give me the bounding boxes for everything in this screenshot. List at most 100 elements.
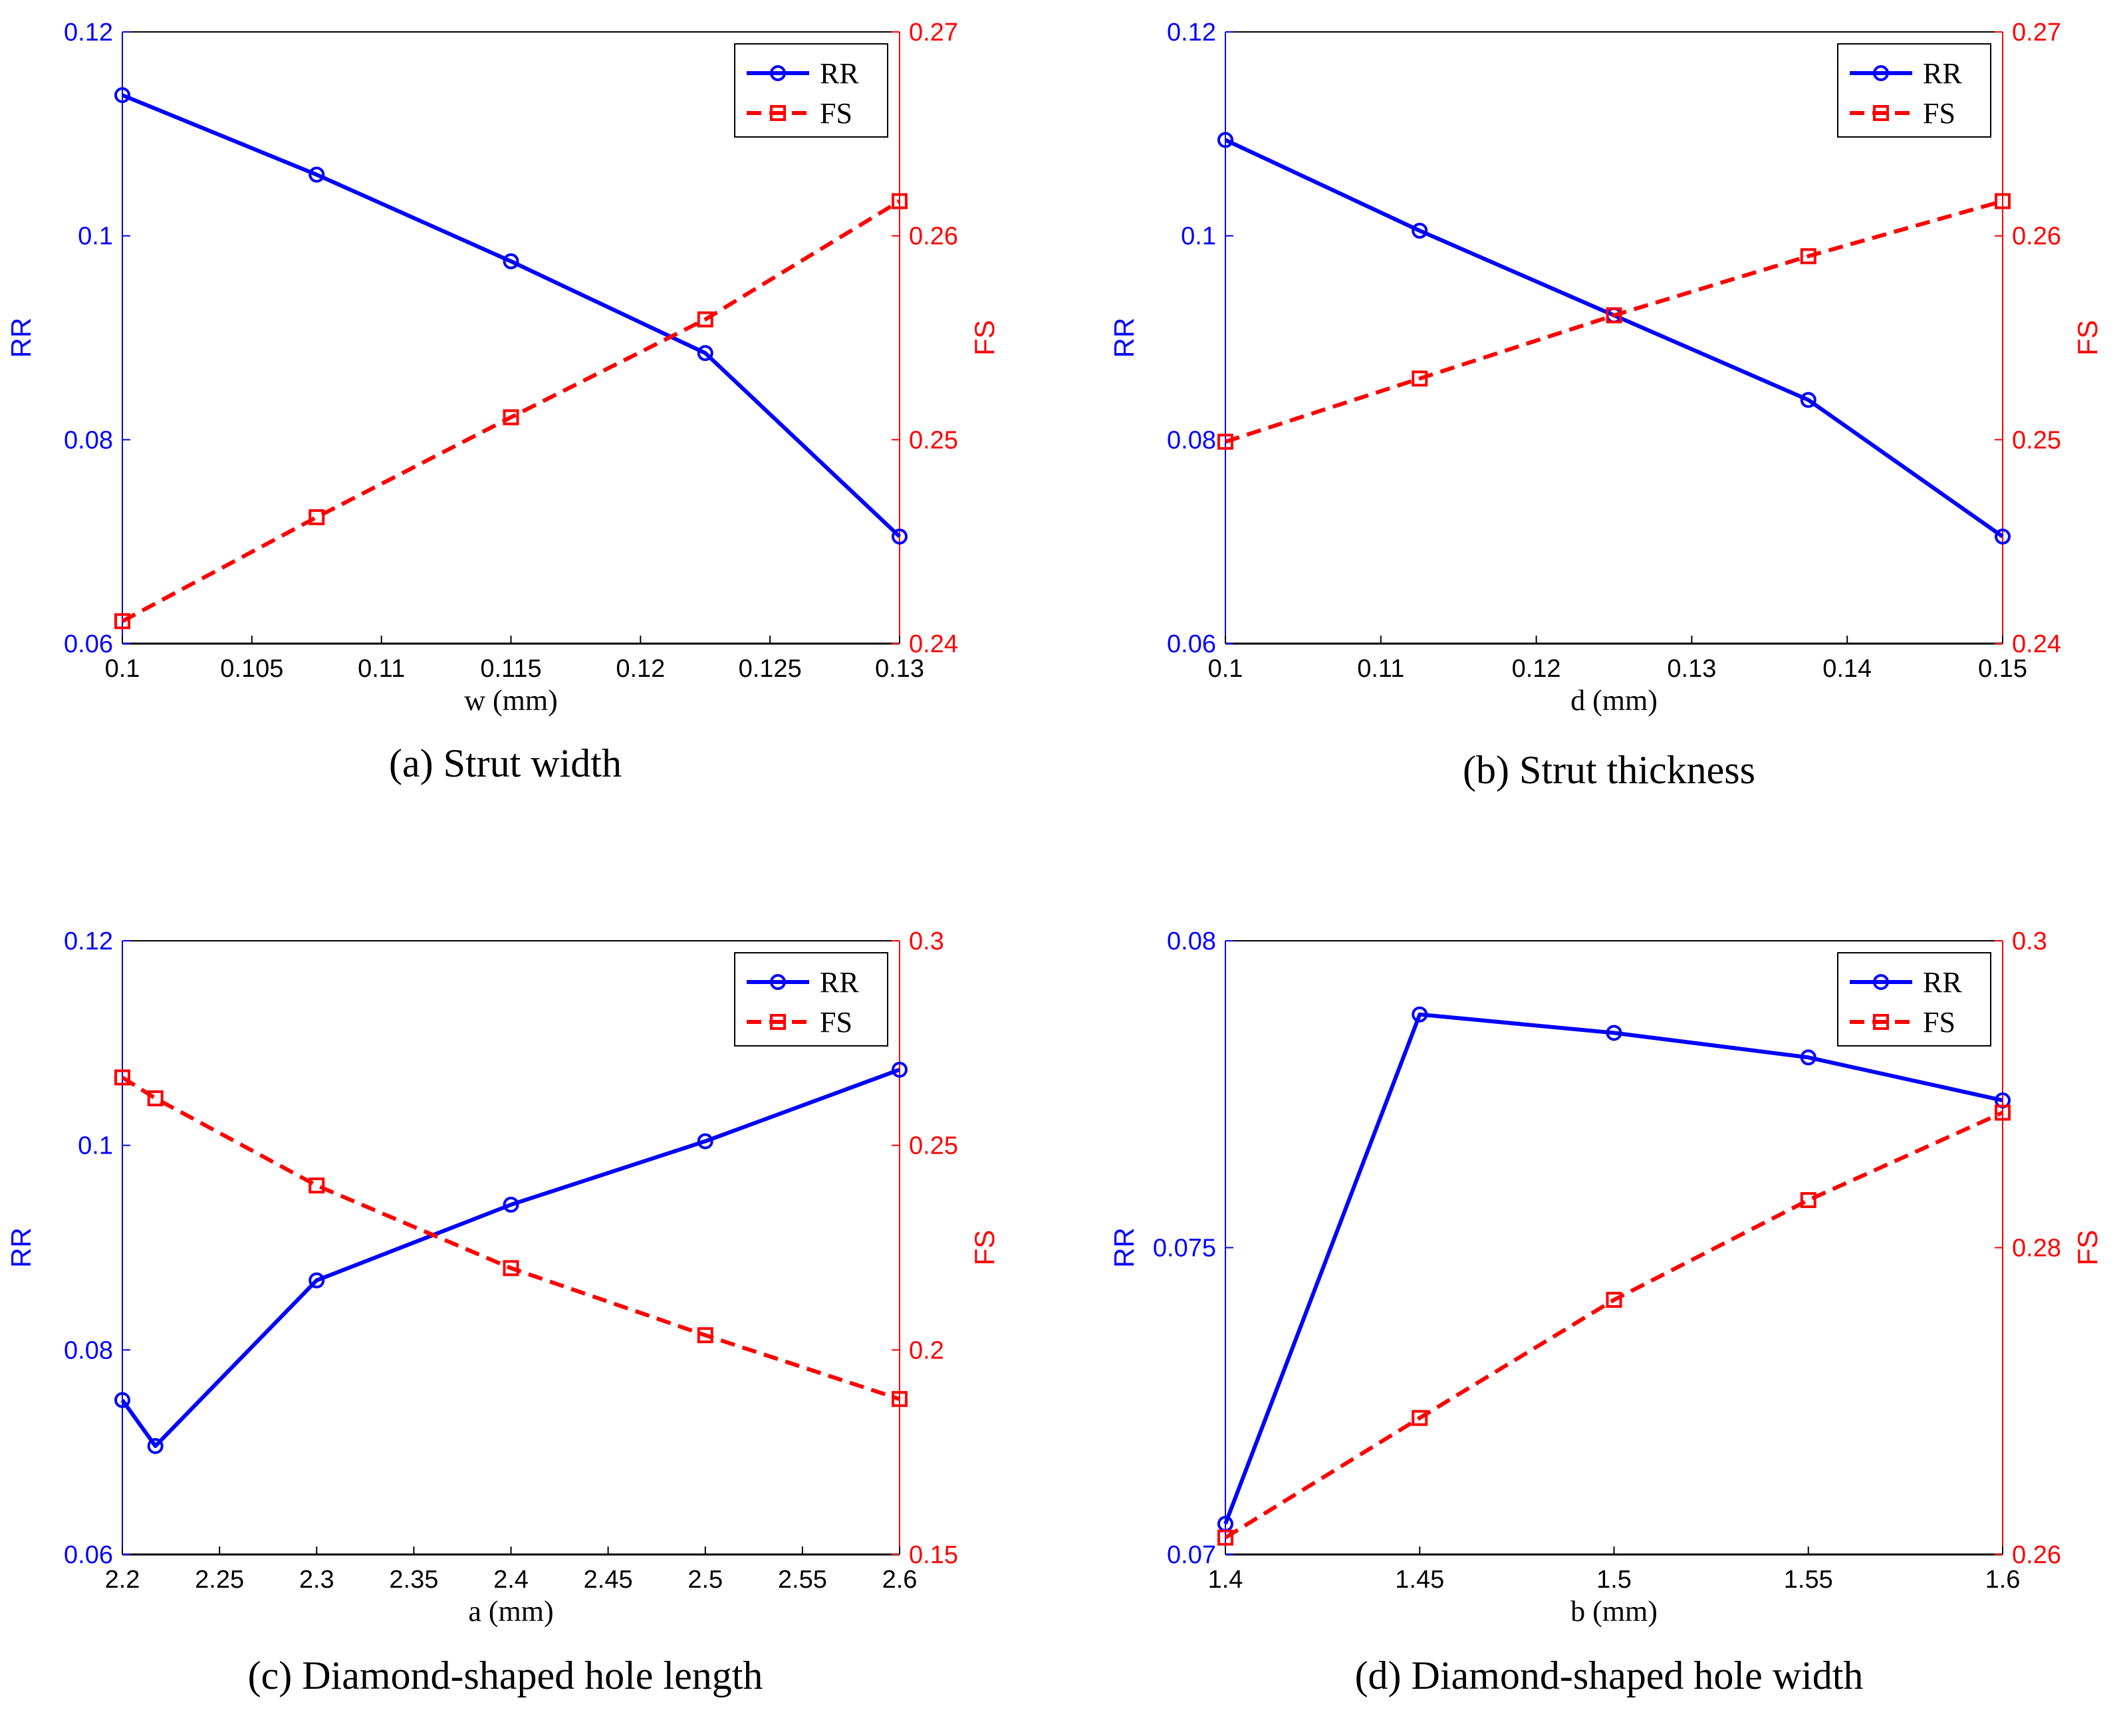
- rr-series-line: [121, 93, 902, 539]
- y-tick-label: 0.08: [64, 1336, 113, 1364]
- fs-data-point: [1217, 1529, 1233, 1546]
- y-tick-label: 0.075: [1153, 1235, 1216, 1263]
- y-tick-label: 0.08: [1167, 426, 1216, 454]
- panel-caption: (a) Strut width: [389, 741, 622, 785]
- panel-caption: (c) Diamond-shaped hole length: [248, 1654, 763, 1697]
- y2-tick-label: 0.27: [909, 19, 958, 47]
- y2-tick-label: 0.15: [909, 1541, 958, 1569]
- fs-series-line: [121, 199, 901, 623]
- y-axis-label: RR: [5, 318, 37, 358]
- chart-panel-2: 0.1 0.11 0.12 0.13 0.14 0.15 0.06 0.08 0.1 0.12 0.…: [1108, 19, 2103, 792]
- legend-rr-marker: [1873, 65, 1889, 81]
- rr-data-point: [1800, 1049, 1816, 1066]
- y-tick-label: 0.1: [1181, 223, 1216, 251]
- legend-fs-marker: [770, 105, 786, 121]
- y-tick-label: 0.06: [64, 630, 113, 658]
- y-tick-label: 0.07: [1167, 1541, 1216, 1569]
- legend: RR FS: [1837, 43, 1991, 138]
- fs-data-point: [1606, 1291, 1622, 1308]
- legend-fs-marker: [1873, 105, 1889, 121]
- x-tick-label: 0.15: [1978, 655, 2027, 683]
- fs-data-point: [309, 1177, 325, 1193]
- x-tick-label: 0.1: [105, 655, 140, 683]
- y2-tick-label: 0.24: [909, 630, 958, 658]
- fs-data-point: [892, 193, 908, 209]
- x-tick-label: 2.4: [493, 1566, 529, 1594]
- rr-data-point: [697, 345, 713, 361]
- y2-tick-label: 0.26: [2012, 223, 2061, 251]
- rr-data-point: [503, 253, 519, 269]
- y2-tick-label: 0.25: [909, 1132, 958, 1160]
- fs-series-line: [1224, 1110, 2004, 1540]
- legend: RR FS: [734, 43, 888, 138]
- legend-fs-label: FS: [1923, 1006, 1955, 1039]
- rr-series-line: [1224, 138, 2004, 539]
- fs-data-point: [309, 509, 325, 525]
- x-tick-label: 0.12: [1512, 655, 1561, 683]
- y-tick-label: 0.06: [64, 1541, 113, 1569]
- fs-data-point: [1995, 1104, 2011, 1121]
- legend-rr-marker: [1873, 974, 1889, 990]
- rr-data-point: [1412, 1006, 1428, 1023]
- y2-axis-label: FS: [969, 1230, 1000, 1266]
- y2-tick-label: 0.28: [2012, 1235, 2061, 1263]
- rr-data-point: [1995, 529, 2011, 545]
- legend-fs-label: FS: [820, 97, 852, 130]
- x-tick-label: 0.115: [480, 655, 541, 683]
- x-tick-label: 1.6: [1985, 1566, 2021, 1594]
- chart-panel-1: 0.1 0.105 0.11 0.115 0.12 0.125 0.13 0.06 0.08 0.…: [5, 19, 1000, 785]
- y2-axis-label: FS: [2072, 320, 2103, 356]
- x-tick-label: 2.45: [584, 1566, 633, 1594]
- x-tick-label: 2.6: [882, 1566, 918, 1594]
- legend-box: [1837, 43, 1991, 138]
- y-tick-label: 0.1: [78, 1132, 113, 1160]
- x-tick-label: 1.4: [1208, 1566, 1243, 1594]
- rr-data-point: [114, 1392, 130, 1408]
- x-tick-label: 0.13: [875, 655, 924, 683]
- legend-rr-marker: [770, 974, 786, 990]
- fs-data-point: [503, 409, 519, 426]
- y2-tick-label: 0.24: [2012, 630, 2061, 658]
- y2-axis-label: FS: [2072, 1230, 2103, 1266]
- y2-tick-label: 0.25: [909, 426, 958, 454]
- fs-data-point: [147, 1090, 164, 1106]
- y2-tick-label: 0.3: [909, 928, 944, 955]
- x-tick-label: 2.35: [389, 1566, 438, 1594]
- x-tick-label: 0.1: [1208, 655, 1243, 683]
- fs-data-point: [1412, 1410, 1428, 1426]
- x-tick-label: 0.125: [739, 655, 802, 683]
- fs-data-point: [1606, 307, 1622, 324]
- fs-data-point: [503, 1260, 519, 1277]
- y2-tick-label: 0.3: [2012, 928, 2047, 955]
- y2-tick-label: 0.2: [909, 1336, 944, 1364]
- rr-data-point: [503, 1196, 519, 1213]
- x-tick-label: 0.12: [616, 655, 665, 683]
- y2-tick-label: 0.25: [2012, 426, 2061, 454]
- legend-box: [1837, 952, 1991, 1047]
- x-tick-label: 1.55: [1784, 1566, 1833, 1594]
- fs-data-point: [892, 1391, 908, 1408]
- legend-rr-label: RR: [1923, 57, 1962, 90]
- rr-data-point: [1800, 392, 1816, 408]
- x-tick-label: 0.14: [1822, 655, 1872, 683]
- y2-tick-label: 0.26: [909, 223, 958, 251]
- y-tick-label: 0.12: [1167, 19, 1216, 47]
- rr-series-line: [1223, 1012, 2003, 1525]
- chart-panel-4: 1.4 1.45 1.5 1.55 1.6 0.07 0.075 0.08 0.26 0.28 0.…: [1108, 928, 2103, 1697]
- legend-rr-label: RR: [820, 57, 859, 90]
- fs-series-line: [1225, 199, 2003, 444]
- x-axis-label: w (mm): [464, 684, 558, 717]
- x-tick-label: 1.45: [1395, 1566, 1444, 1594]
- legend-rr-label: RR: [1923, 966, 1962, 999]
- fs-data-point: [114, 613, 130, 630]
- y2-axis-label: FS: [969, 320, 1000, 356]
- x-axis-label: a (mm): [468, 1595, 553, 1628]
- fs-data-point: [697, 311, 713, 328]
- x-tick-label: 2.3: [299, 1566, 334, 1594]
- legend-rr-marker: [770, 65, 786, 81]
- x-tick-label: 0.13: [1667, 655, 1716, 683]
- panel-caption: (b) Strut thickness: [1463, 748, 1755, 792]
- rr-data-point: [1412, 223, 1428, 239]
- fs-series-line: [121, 1075, 900, 1402]
